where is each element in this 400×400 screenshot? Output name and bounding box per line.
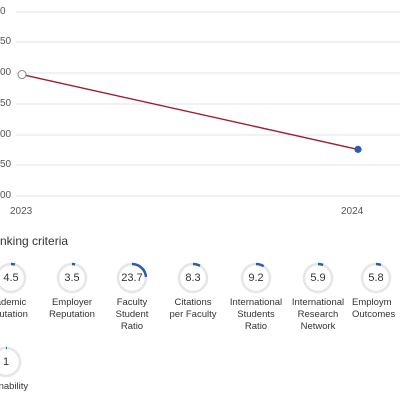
criterion-label-line: per Faculty [169,309,217,320]
ring-gauge [360,262,392,294]
criterion-label: stainability [0,381,46,393]
x-tick-label-2024: 2024 [341,206,364,217]
y-tick-label: 50 [0,36,12,47]
criterion-international-research-network: 5.9 International Research Network [278,262,358,333]
score-ring: 9.2 [240,262,272,294]
criterion-sustainability: 1 stainability [0,346,46,393]
ring-gauge [0,262,27,294]
criterion-employment-outcomes: 5.8 Employm Outcomes [336,262,400,321]
criterion-international-students-ratio: 9.2 International Students Ratio [216,262,296,333]
criterion-score: 3.5 [64,272,80,284]
criterion-label-line: Students [237,309,275,320]
ring-gauge [0,346,22,378]
ring-progress-arc [375,262,382,267]
y-tick-label: 00 [0,190,12,201]
criterion-score: 8.3 [185,272,201,284]
criterion-faculty-student-ratio: 23.7 Faculty Student Ratio [92,262,172,333]
criterion-score: 9.2 [248,272,264,284]
score-ring: 5.8 [360,262,392,294]
ring-gauge [302,262,334,294]
criterion-label-line: Employer [51,297,93,308]
score-ring: 3.5 [56,262,88,294]
criterion-citations-per-faculty: 8.3 Citations per Faculty [153,262,233,321]
ring-progress-arc [192,262,201,267]
criterion-label: Employm Outcomes [352,297,400,321]
criterion-academic-reputation: 4.5 ademic putation [0,262,51,321]
ring-gauge [240,262,272,294]
rank-trend-chart: 0 50 00 50 00 50 00 2023 2024 [0,6,400,217]
criterion-label-line: Faculty [116,297,148,308]
chart-canvas [16,11,400,197]
criterion-label: Faculty Student Ratio [92,297,172,333]
criterion-label-line: International [229,297,283,308]
score-ring: 1 [0,346,22,378]
criterion-label-line: International [291,297,345,308]
score-ring: 23.7 [116,262,148,294]
y-tick-label: 50 [0,98,12,109]
criterion-label-line: Network [300,321,336,332]
ring-gauge [116,262,148,294]
criterion-label-line: Reputation [49,309,95,320]
data-point-2023[interactable] [17,70,27,80]
criterion-employer-reputation: 3.5 Employer Reputation [32,262,112,321]
criterion-label-line: putation [0,309,28,320]
y-tick-label: 00 [0,67,12,78]
criterion-label-line: ademic [0,297,27,308]
series-line [21,73,359,151]
criterion-label: Employer Reputation [32,297,112,321]
y-tick-label: 50 [0,159,12,170]
y-tick-label: 0 [0,6,6,17]
criterion-score: 1 [2,356,10,368]
x-tick-label-2023: 2023 [10,206,33,217]
ring-progress-arc [317,262,324,267]
criterion-label-line: Ratio [244,321,268,332]
data-point-2024[interactable] [354,145,362,153]
criterion-label-line: Student [115,309,149,320]
criterion-label: International Students Ratio [216,297,296,333]
score-ring: 4.5 [0,262,27,294]
criterion-label: ademic putation [0,297,51,321]
criterion-label-line: stainability [0,381,29,392]
criterion-score: 23.7 [121,272,143,284]
ring-gauge [56,262,88,294]
ranking-criteria-heading: nking criteria [0,234,69,248]
criterion-label-line: Ratio [120,321,144,332]
criterion-score: 5.8 [368,272,384,284]
criterion-score: 5.9 [310,272,326,284]
criterion-label: Citations per Faculty [153,297,233,321]
score-ring: 5.9 [302,262,334,294]
y-tick-label: 00 [0,129,12,140]
score-ring: 8.3 [177,262,209,294]
ring-progress-arc [10,262,16,266]
ring-progress-arc [255,262,265,268]
criterion-label-line: Citations [174,297,212,308]
criterion-label-line: Outcomes [352,309,396,320]
ring-progress-arc [131,262,148,278]
ring-track [0,346,22,378]
ring-track [0,262,27,294]
criterion-label-line: Research [297,309,339,320]
criterion-score: 4.5 [3,272,19,284]
ring-gauge [177,262,209,294]
criterion-label: International Research Network [278,297,358,333]
criterion-label-line: Employm [352,297,392,308]
